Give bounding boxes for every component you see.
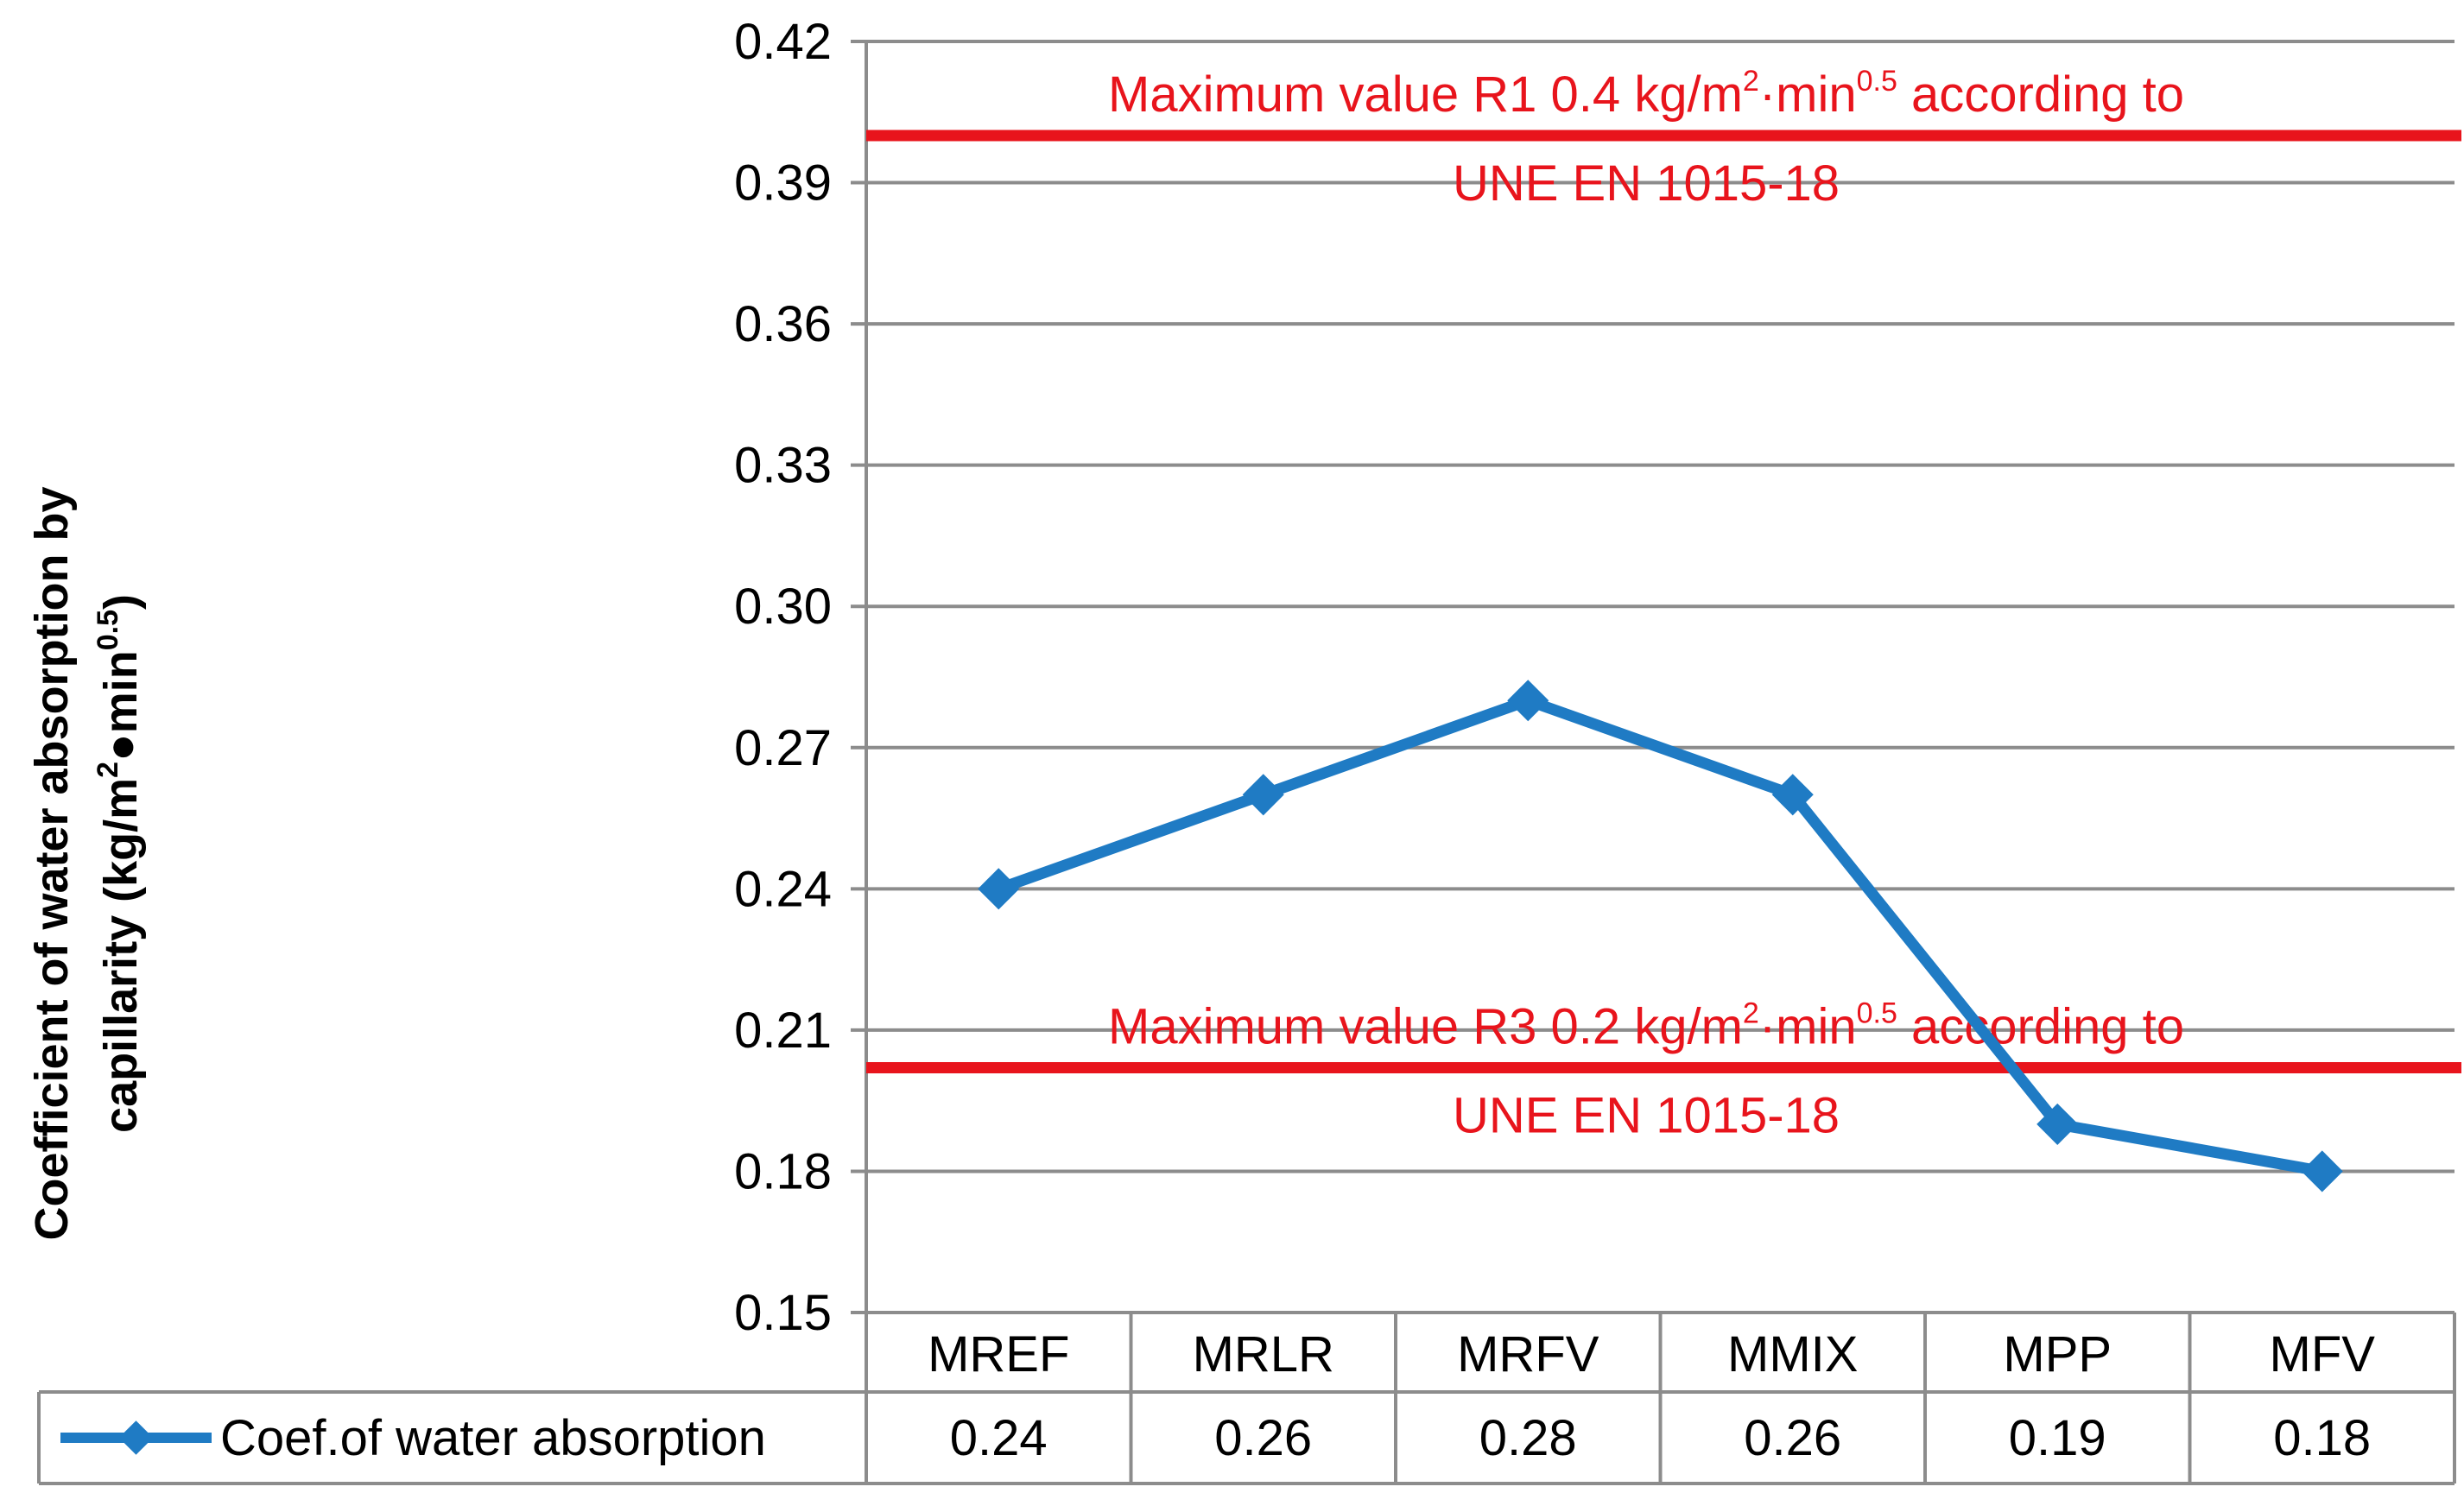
table-value: 0.26 xyxy=(1214,1410,1312,1466)
series-point xyxy=(1242,774,1284,816)
series-line xyxy=(978,680,2343,1193)
x-category-label: MRFV xyxy=(1457,1326,1599,1382)
y-axis-title-line1: Coefficient of water absorption by xyxy=(26,486,78,1240)
x-category-label: MFV xyxy=(2270,1326,2376,1382)
y-tick-label: 0.39 xyxy=(734,155,832,212)
y-tick-label: 0.21 xyxy=(734,1003,832,1059)
table-value: 0.26 xyxy=(1744,1410,1841,1466)
series-point xyxy=(1771,774,1814,816)
series-point xyxy=(1507,680,1549,722)
series-point xyxy=(2301,1150,2343,1193)
x-category-label: MMIX xyxy=(1727,1326,1858,1382)
series-point xyxy=(978,868,1020,910)
table-value: 0.18 xyxy=(2273,1410,2371,1466)
legend-label: Coef.of water absorption xyxy=(220,1410,766,1466)
y-tick-label: 0.27 xyxy=(734,720,832,776)
table-value: 0.28 xyxy=(1479,1410,1577,1466)
x-category-label: MPP xyxy=(2003,1326,2112,1382)
x-category-label: MREF xyxy=(928,1326,1069,1382)
gridlines xyxy=(851,40,2454,1484)
series-polyline xyxy=(992,694,2328,1177)
x-category-label: MRLR xyxy=(1193,1326,1334,1382)
y-tick-label: 0.15 xyxy=(734,1285,832,1341)
table-value: 0.24 xyxy=(950,1410,1048,1466)
y-axis-title: Coefficient of water absorption by capil… xyxy=(26,486,147,1240)
y-tick-label: 0.33 xyxy=(734,438,832,494)
y-axis-title-line2: capillarity (kg/m2●min0.5) xyxy=(92,594,147,1133)
y-tick-label: 0.24 xyxy=(734,861,832,917)
y-axis-ticks: 0.42 0.39 0.36 0.33 0.30 0.27 0.24 0.21 0.18 0.15 xyxy=(734,14,832,1341)
reference-lines: Maximum value R1 0.4 kg/m2·min0.5 accord… xyxy=(866,65,2461,1144)
table-value: 0.19 xyxy=(2009,1410,2106,1466)
reference-line-label: Maximum value R1 0.4 kg/m2·min0.5 accord… xyxy=(1108,65,2184,123)
y-tick-label: 0.36 xyxy=(734,296,832,352)
y-tick-label: 0.42 xyxy=(734,14,832,70)
reference-line-label-line2: UNE EN 1015-18 xyxy=(1453,155,1840,212)
legend-marker xyxy=(118,1420,154,1455)
reference-line-label: Maximum value R3 0.2 kg/m2·min0.5 accord… xyxy=(1108,997,2184,1055)
data-table: MREF MRLR MRFV MMIX MPP MFV 0.24 0.26 0.28 0.26 0.… xyxy=(37,1311,2456,1485)
y-tick-label: 0.30 xyxy=(734,579,832,635)
series-point xyxy=(2036,1103,2079,1145)
reference-line-label-line2: UNE EN 1015-18 xyxy=(1453,1088,1840,1144)
y-tick-label: 0.18 xyxy=(734,1143,832,1199)
